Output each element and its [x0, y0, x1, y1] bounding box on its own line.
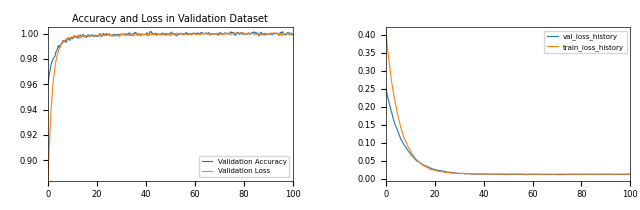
- val_loss_history: [523, 173, 531, 176]
- Validation Accuracy: [147, 30, 155, 33]
- Legend: val_loss_history, train_loss_history: val_loss_history, train_loss_history: [545, 31, 627, 53]
- Validation Loss: [284, 32, 291, 35]
- Validation Accuracy: [177, 32, 185, 34]
- Validation Loss: [177, 32, 184, 35]
- train_loss_history: [515, 173, 522, 175]
- Line: val_loss_history: val_loss_history: [386, 87, 630, 175]
- Validation Accuracy: [161, 33, 168, 35]
- Line: train_loss_history: train_loss_history: [386, 30, 630, 174]
- train_loss_history: [498, 173, 506, 175]
- Validation Accuracy: [163, 33, 170, 35]
- train_loss_history: [531, 173, 538, 176]
- Title: Accuracy and Loss in Validation Dataset: Accuracy and Loss in Validation Dataset: [72, 14, 268, 24]
- Validation Loss: [161, 32, 168, 35]
- val_loss_history: [515, 173, 522, 176]
- train_loss_history: [627, 173, 634, 175]
- train_loss_history: [527, 173, 535, 175]
- val_loss_history: [528, 173, 536, 176]
- Validation Accuracy: [284, 32, 291, 34]
- train_loss_history: [583, 173, 591, 175]
- Validation Loss: [190, 33, 198, 35]
- Line: Validation Accuracy: Validation Accuracy: [48, 31, 292, 84]
- val_loss_history: [627, 173, 634, 176]
- Validation Accuracy: [44, 82, 52, 85]
- Legend: Validation Accuracy, Validation Loss: Validation Accuracy, Validation Loss: [199, 156, 289, 177]
- val_loss_history: [382, 85, 390, 88]
- Validation Accuracy: [190, 32, 198, 34]
- val_loss_history: [500, 173, 508, 176]
- Validation Accuracy: [289, 34, 296, 37]
- val_loss_history: [621, 173, 629, 176]
- Validation Loss: [289, 32, 296, 35]
- Validation Accuracy: [245, 32, 253, 35]
- Validation Loss: [162, 34, 170, 36]
- train_loss_history: [500, 173, 508, 175]
- val_loss_history: [498, 173, 506, 175]
- Validation Loss: [244, 32, 252, 34]
- train_loss_history: [382, 29, 390, 31]
- Validation Loss: [44, 181, 52, 183]
- train_loss_history: [621, 173, 629, 175]
- Line: Validation Loss: Validation Loss: [48, 33, 292, 182]
- val_loss_history: [583, 173, 591, 176]
- Validation Loss: [245, 32, 253, 34]
